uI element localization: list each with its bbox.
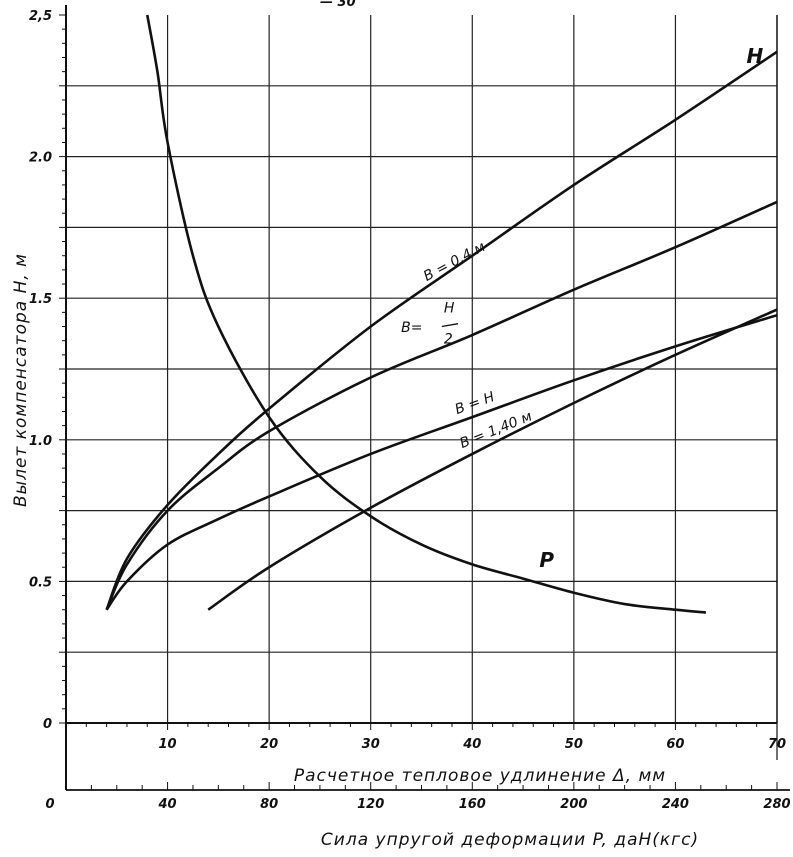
y-tick-label: 1.0 <box>29 434 52 449</box>
x-tick-label: 60 <box>666 737 684 752</box>
curve-annotation: B = 0,4 м <box>421 239 489 285</box>
curve-annotation: B= <box>401 320 422 336</box>
x2-tick-label: 240 <box>662 797 689 812</box>
series-line <box>105 50 778 611</box>
plot-frame <box>65 5 790 791</box>
curves <box>105 14 778 614</box>
curve-annotation: H <box>444 300 455 316</box>
y-tick-label: 2,5 <box>29 9 52 24</box>
y-tick-label: 2.0 <box>29 151 52 166</box>
y-tick-label: 1.5 <box>29 292 52 307</box>
x2-tick-label: 200 <box>560 797 587 812</box>
x2-tick-label: 80 <box>260 797 278 812</box>
x2-axis-ticks: 0 40 80 120 160 200 240 280 <box>45 782 791 812</box>
y-axis-ticks: 0 0.5 1.0 1.5 2.0 2,5 <box>29 9 66 732</box>
x-tick-label: 40 <box>462 737 481 752</box>
x2-tick-label: 120 <box>357 797 384 812</box>
x2-tick-label: 40 <box>158 797 177 812</box>
series-line <box>145 14 707 614</box>
curve-annotation: P <box>539 548 554 572</box>
x2-tick-label: 0 <box>45 797 54 812</box>
grid <box>66 15 777 723</box>
curve-annotation: B = 1,40 м <box>458 408 535 452</box>
series-line <box>207 308 778 611</box>
series-line <box>105 313 778 611</box>
fraction-bar <box>441 323 459 328</box>
y-axis-label: Вылет компенсатора H, м <box>11 253 31 507</box>
x2-axis-label: Сила упругой деформации P, даН(кгс) <box>321 830 699 850</box>
x-tick-label: 70 <box>768 737 786 752</box>
x-axis-ticks: 10 20 30 40 50 60 70 <box>65 723 786 752</box>
x2-tick-label: 160 <box>459 797 486 812</box>
x-tick-label: 30 <box>362 737 380 752</box>
header-fragment: — 30 <box>320 0 356 10</box>
y-tick-label: 0 <box>43 717 52 732</box>
series-line <box>105 200 778 611</box>
curve-annotation: B = H <box>453 389 497 418</box>
x-axis-label: Расчетное тепловое удлинение Δ, мм <box>294 766 666 786</box>
x-tick-label: 20 <box>260 737 278 752</box>
annotations: H B = 0,4 м B= H 2 B = HB = 1,40 м P <box>401 44 763 572</box>
curve-annotation: H <box>747 44 764 68</box>
x-tick-label: 50 <box>565 737 583 752</box>
x-tick-label: 10 <box>159 737 177 752</box>
y-tick-label: 0.5 <box>29 575 52 590</box>
x2-tick-label: 280 <box>763 797 790 812</box>
curve-annotation: 2 <box>444 332 453 348</box>
